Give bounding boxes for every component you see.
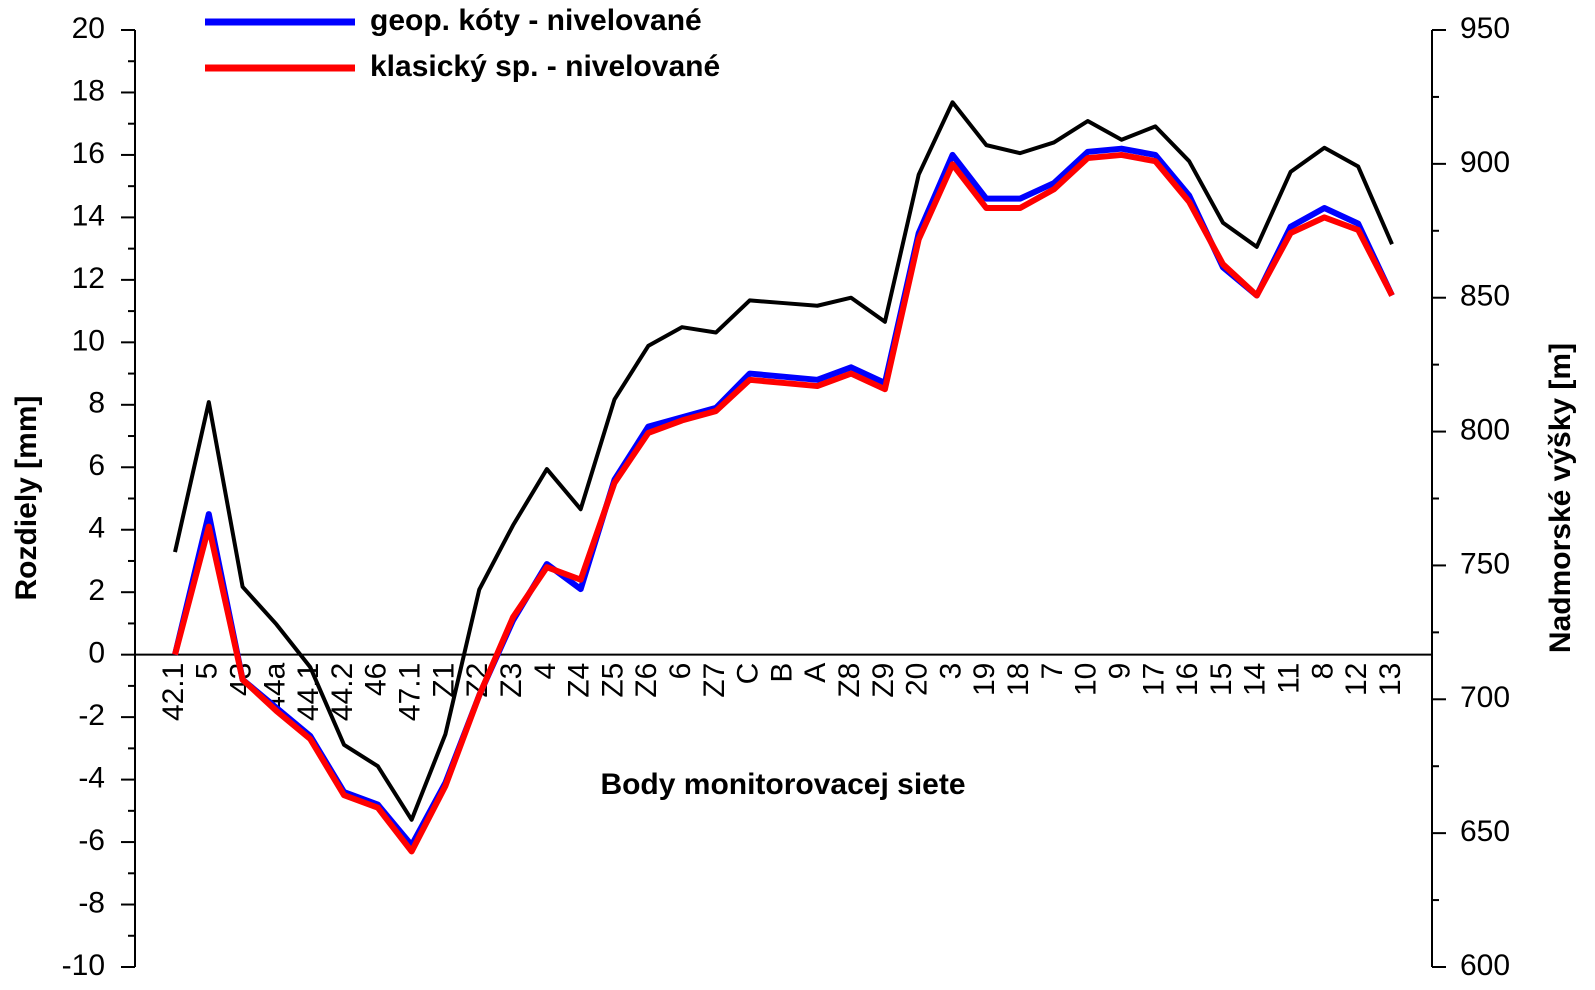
y2-tick-label: 850 xyxy=(1460,280,1510,313)
series-line xyxy=(172,145,1395,849)
y-tick-label: -6 xyxy=(78,824,105,857)
y-tick-label: -4 xyxy=(78,762,105,795)
x-tick-label: 12 xyxy=(1340,663,1373,696)
x-tick-label: A xyxy=(799,663,832,683)
x-tick-label: 16 xyxy=(1171,663,1204,696)
x-tick-label: Z8 xyxy=(833,663,866,698)
y-tick-label: -8 xyxy=(78,886,105,919)
x-tick-label: 11 xyxy=(1273,663,1306,694)
x-tick-label: Z7 xyxy=(698,663,731,698)
x-axis-title: Body monitorovacej siete xyxy=(600,768,965,801)
x-tick-label: 19 xyxy=(968,663,1001,696)
y2-tick-label: 800 xyxy=(1460,413,1510,446)
x-tick-label: 5 xyxy=(191,663,224,680)
x-tick-label: B xyxy=(765,663,798,683)
x-tick-label: 15 xyxy=(1205,663,1238,696)
series-line xyxy=(172,151,1395,855)
x-tick-label: 42.1 xyxy=(157,663,190,721)
y-tick-label: 12 xyxy=(72,262,105,295)
x-tick-label: 3 xyxy=(934,663,967,680)
x-tick-label: 13 xyxy=(1374,663,1407,696)
x-tick-label: 17 xyxy=(1137,663,1170,696)
y-tick-label: 10 xyxy=(72,324,105,357)
x-tick-label: Z6 xyxy=(630,663,663,698)
y2-tick-label: 700 xyxy=(1460,681,1510,714)
y2-tick-label: 650 xyxy=(1460,815,1510,848)
y-tick-label: 14 xyxy=(72,199,105,232)
x-tick-label: 47.1 xyxy=(394,663,427,721)
y2-tick-label: 900 xyxy=(1460,146,1510,179)
y-tick-label: 8 xyxy=(88,387,105,420)
x-tick-label: 20 xyxy=(901,663,934,696)
y-tick-label: -10 xyxy=(62,949,105,982)
legend-label: geop. kóty - nivelované xyxy=(370,4,702,37)
y-tick-label: -2 xyxy=(78,699,105,732)
x-tick-label: Z5 xyxy=(596,663,629,698)
x-tick-label: 14 xyxy=(1239,663,1272,696)
y2-tick-label: 950 xyxy=(1460,12,1510,45)
x-tick-label: 18 xyxy=(1002,663,1035,696)
y-tick-label: 4 xyxy=(88,512,105,545)
x-tick-label: 4 xyxy=(529,663,562,680)
y-tick-label: 20 xyxy=(72,12,105,45)
y-tick-label: 18 xyxy=(72,74,105,107)
x-tick-label: 10 xyxy=(1070,663,1103,696)
x-tick-label: Z4 xyxy=(563,663,596,698)
series-line xyxy=(173,100,1394,822)
legend-label: klasický sp. - nivelované xyxy=(370,50,720,83)
x-tick-label: 6 xyxy=(664,663,697,680)
x-tick-label: 9 xyxy=(1103,663,1136,680)
x-tick-label: 7 xyxy=(1036,663,1069,680)
x-tick-label: 8 xyxy=(1306,663,1339,680)
x-tick-label: 46 xyxy=(360,663,393,696)
y2-axis-title: Nadmorské výšky [m] xyxy=(1544,343,1577,653)
x-tick-label: Z9 xyxy=(867,663,900,698)
y-tick-label: 16 xyxy=(72,137,105,170)
y2-tick-label: 750 xyxy=(1460,547,1510,580)
y-tick-label: 2 xyxy=(88,574,105,607)
y2-tick-label: 600 xyxy=(1460,949,1510,982)
y-tick-label: 6 xyxy=(88,449,105,482)
y-axis-title: Rozdiely [mm] xyxy=(10,395,43,600)
x-tick-label: C xyxy=(732,663,765,685)
x-tick-label: Z3 xyxy=(495,663,528,698)
y-tick-label: 0 xyxy=(88,637,105,670)
